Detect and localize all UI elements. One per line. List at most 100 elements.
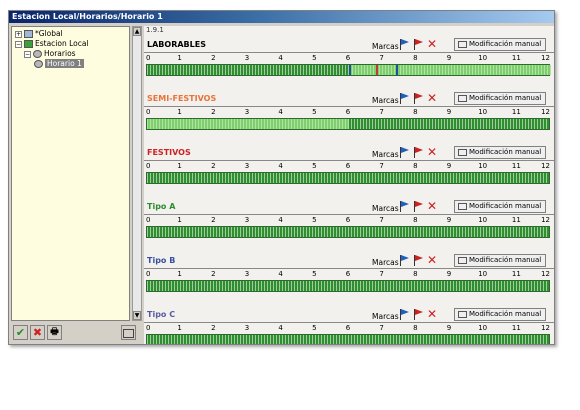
manual-edit-label: Modificación manual xyxy=(469,40,542,48)
expand-icon[interactable]: + xyxy=(15,30,22,38)
hour-tick: 11 xyxy=(511,108,521,116)
hour-tick: 6 xyxy=(345,324,351,332)
tree-item-horarios[interactable]: − Horarios xyxy=(24,49,76,58)
red-flag-icon[interactable] xyxy=(413,93,424,104)
manual-edit-button[interactable]: Modificación manual xyxy=(454,146,546,159)
red-flag-icon[interactable] xyxy=(413,309,424,320)
delete-x-icon[interactable]: ✕ xyxy=(427,91,438,105)
hour-tick: 9 xyxy=(446,270,452,278)
print-button[interactable]: 🖶 xyxy=(47,325,62,340)
accept-button[interactable]: ✔ xyxy=(13,325,28,340)
hour-tick: 7 xyxy=(379,162,384,170)
blue-flag-icon[interactable] xyxy=(399,147,410,158)
hour-tick: 0 xyxy=(146,324,151,332)
manual-edit-button[interactable]: Modificación manual xyxy=(454,254,546,267)
hour-tick: 3 xyxy=(244,270,250,278)
schedule-title: SEMI-FESTIVOS xyxy=(147,94,217,103)
blue-flag-icon[interactable] xyxy=(399,201,410,212)
cancel-button[interactable]: ✖ xyxy=(30,325,45,340)
hour-ruler: 0 1 2 3 4 5 6 7 8 9 10 11 12 xyxy=(144,214,554,225)
collapse-icon[interactable]: − xyxy=(24,50,31,58)
red-flag-icon[interactable] xyxy=(413,255,424,266)
hour-tick: 0 xyxy=(146,162,151,170)
hour-tick: 11 xyxy=(511,324,521,332)
schedule-timeline-bar[interactable] xyxy=(146,118,550,130)
hour-tick: 1 xyxy=(177,162,182,170)
hour-tick: 7 xyxy=(379,54,384,62)
hour-tick: 12 xyxy=(541,324,550,332)
hour-tick: 10 xyxy=(478,108,488,116)
hour-tick: 6 xyxy=(345,270,351,278)
x-icon: ✖ xyxy=(32,326,43,339)
schedule-timeline-bar[interactable] xyxy=(146,334,550,344)
hour-tick: 9 xyxy=(446,54,452,62)
manual-edit-button[interactable]: Modificación manual xyxy=(454,308,546,321)
marcas-label: Marcas xyxy=(372,42,399,51)
tree-item-estacion-local[interactable]: − Estacion Local xyxy=(15,39,89,48)
breadcrumb: 1.9.1 xyxy=(146,26,164,34)
blue-flag-icon[interactable] xyxy=(399,39,410,50)
collapse-icon[interactable]: − xyxy=(15,40,22,48)
hour-tick: 9 xyxy=(446,108,452,116)
hour-tick: 2 xyxy=(211,162,216,170)
red-flag-icon[interactable] xyxy=(413,147,424,158)
tree-scrollbar[interactable]: ▲ ▼ xyxy=(132,26,142,321)
hour-tick: 12 xyxy=(541,108,550,116)
hour-tick: 12 xyxy=(541,216,550,224)
blue-flag-icon[interactable] xyxy=(399,309,410,320)
blue-flag-icon[interactable] xyxy=(399,255,410,266)
hour-tick: 9 xyxy=(446,162,452,170)
hour-tick: 2 xyxy=(211,270,216,278)
manual-edit-label: Modificación manual xyxy=(469,256,542,264)
hour-ruler: 0 1 2 3 4 5 6 7 8 9 10 11 12 xyxy=(144,106,554,117)
manual-edit-label: Modificación manual xyxy=(469,310,542,318)
marcas-label: Marcas xyxy=(372,150,399,159)
edit-icon xyxy=(458,94,467,102)
hour-ruler: 0 1 2 3 4 5 6 7 8 9 10 11 12 xyxy=(144,160,554,171)
hour-ruler: 0 1 2 3 4 5 6 7 8 9 10 11 12 xyxy=(144,268,554,279)
schedule-title: LABORABLES xyxy=(147,40,206,49)
schedule-timeline-bar[interactable] xyxy=(146,226,550,238)
schedule-timeline-bar[interactable] xyxy=(146,280,550,292)
hour-tick: 4 xyxy=(278,216,283,224)
schedule-timeline-bar[interactable] xyxy=(146,64,551,76)
blue-flag-icon[interactable] xyxy=(399,93,410,104)
hour-tick: 11 xyxy=(511,162,521,170)
hour-tick: 5 xyxy=(312,324,317,332)
hour-tick: 8 xyxy=(413,324,418,332)
edit-button[interactable] xyxy=(121,325,136,340)
tree-item-global[interactable]: + *Global xyxy=(15,29,63,38)
schedule-timeline-bar[interactable] xyxy=(146,172,550,184)
manual-edit-button[interactable]: Modificación manual xyxy=(454,92,546,105)
delete-x-icon[interactable]: ✕ xyxy=(427,307,438,321)
active-segment xyxy=(349,65,551,75)
tree-panel: + *Global − Estacion Local − Horarios Horar… xyxy=(11,26,130,321)
hour-tick: 1 xyxy=(177,324,182,332)
delete-x-icon[interactable]: ✕ xyxy=(427,37,438,51)
hour-tick: 12 xyxy=(541,54,550,62)
schedule-mark xyxy=(375,65,378,75)
delete-x-icon[interactable]: ✕ xyxy=(427,199,438,213)
scroll-down-arrow-icon[interactable]: ▼ xyxy=(133,311,141,320)
red-flag-icon[interactable] xyxy=(413,39,424,50)
edit-icon xyxy=(458,148,467,156)
manual-edit-button[interactable]: Modificación manual xyxy=(454,200,546,213)
delete-x-icon[interactable]: ✕ xyxy=(427,253,438,267)
red-flag-icon[interactable] xyxy=(413,201,424,212)
hour-tick: 11 xyxy=(511,54,521,62)
checkmark-icon: ✔ xyxy=(15,326,26,339)
tree-item-horario-1[interactable]: Horario 1 xyxy=(34,59,84,68)
edit-icon xyxy=(458,40,467,48)
manual-edit-button[interactable]: Modificación manual xyxy=(454,38,546,51)
hour-tick: 10 xyxy=(478,216,488,224)
hour-tick: 5 xyxy=(312,162,317,170)
hour-tick: 5 xyxy=(312,108,317,116)
hour-tick: 0 xyxy=(146,216,151,224)
hour-tick: 9 xyxy=(446,216,452,224)
delete-x-icon[interactable]: ✕ xyxy=(427,145,438,159)
edit-icon xyxy=(458,256,467,264)
hour-tick: 7 xyxy=(379,108,384,116)
schedule-row: FESTIVOS Marcas ✕ Modificación manual 0 1 2 3 4 5… xyxy=(144,144,554,196)
scroll-up-arrow-icon[interactable]: ▲ xyxy=(133,27,141,36)
hour-tick: 7 xyxy=(379,324,384,332)
